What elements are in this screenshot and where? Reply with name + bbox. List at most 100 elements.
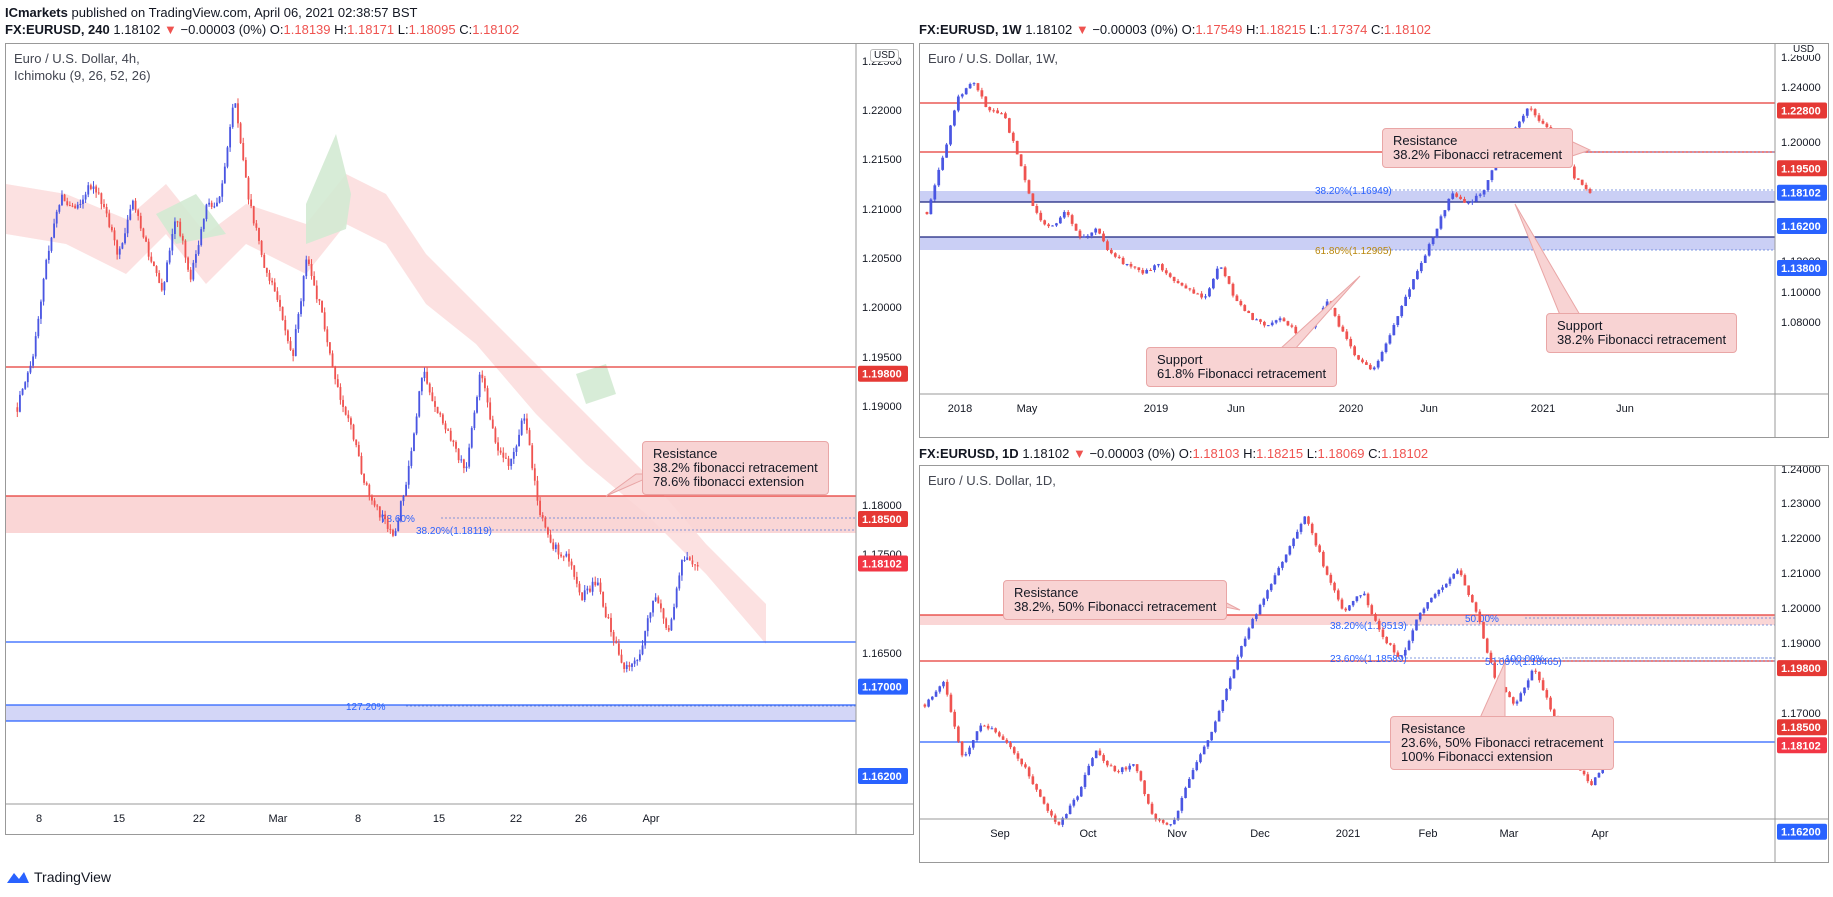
chart-4h-svg[interactable]: 78.60%38.20%(1.18119)127.20%1.225001.220… bbox=[6, 44, 913, 834]
candle-body bbox=[436, 406, 439, 414]
candle-body bbox=[87, 185, 90, 195]
ichimoku-indicator-label[interactable]: Ichimoku (9, 26, 52, 26) bbox=[14, 68, 151, 83]
candle-body bbox=[1031, 193, 1035, 207]
x-tick-label: 26 bbox=[575, 813, 587, 825]
change-label: −0.00003 (0%) bbox=[1092, 22, 1178, 37]
candle-body bbox=[1262, 598, 1266, 605]
candle-body bbox=[494, 428, 497, 443]
candle-body bbox=[1593, 777, 1597, 786]
candle-body bbox=[247, 177, 250, 200]
candle-body bbox=[37, 318, 40, 337]
down-arrow-icon: ▼ bbox=[1072, 446, 1086, 461]
candle-body bbox=[1102, 755, 1105, 761]
candle-body bbox=[323, 312, 326, 330]
fib-label: 50.00% bbox=[1465, 614, 1499, 625]
candle-body bbox=[1366, 593, 1370, 606]
chart-1d-panel[interactable]: 38.20%(1.19513) 50.00% 23.60%(1.18589) 100.… bbox=[919, 465, 1829, 863]
candle-body bbox=[68, 205, 71, 207]
candle-body bbox=[1441, 587, 1444, 590]
candle-body bbox=[1243, 305, 1247, 311]
candle-body bbox=[1200, 293, 1203, 298]
chart-1w-svg[interactable]: 38.20%(1.19530)38.20%(1.16949)61.80%(1.1… bbox=[920, 44, 1828, 437]
candle-body bbox=[1168, 273, 1172, 277]
x-tick-label: Feb bbox=[1419, 828, 1438, 840]
candle-body bbox=[413, 433, 415, 452]
candle-body bbox=[1137, 267, 1141, 271]
chart-4h-panel[interactable]: 78.60%38.20%(1.18119)127.20%1.225001.220… bbox=[5, 43, 914, 835]
candle-body bbox=[636, 660, 639, 662]
candle-body bbox=[1035, 206, 1039, 213]
candle-body bbox=[1090, 232, 1094, 236]
candle-body bbox=[1537, 115, 1541, 121]
candle-body bbox=[1408, 289, 1411, 297]
candle-body bbox=[1076, 796, 1079, 800]
candle-body bbox=[231, 107, 234, 128]
candle-body bbox=[1232, 669, 1236, 679]
candle-body bbox=[1529, 108, 1533, 110]
ichimoku-cloud-green bbox=[156, 194, 226, 244]
candle-body bbox=[1365, 362, 1368, 365]
candle-body bbox=[541, 515, 544, 518]
price-level-tag-label: 1.19800 bbox=[1781, 663, 1821, 675]
chart-1w-panel[interactable]: 38.20%(1.19530)38.20%(1.16949)61.80%(1.1… bbox=[919, 43, 1829, 438]
candle-body bbox=[562, 556, 565, 558]
callout-line: Resistance bbox=[1401, 721, 1466, 736]
tradingview-logo[interactable]: TradingView bbox=[6, 869, 111, 885]
candle-body bbox=[460, 459, 463, 461]
candle-body bbox=[305, 259, 308, 277]
candle-body bbox=[1580, 179, 1584, 185]
candle-body bbox=[971, 740, 975, 748]
candle-body bbox=[1128, 765, 1132, 770]
publisher-line: ICmarkets published on TradingView.com, … bbox=[5, 5, 417, 20]
candle-body bbox=[71, 205, 74, 207]
candle-body bbox=[1133, 266, 1137, 268]
chart-1d-svg[interactable]: 38.20%(1.19513) 50.00% 23.60%(1.18589) 100.… bbox=[920, 466, 1828, 862]
candle-body bbox=[649, 612, 652, 619]
candle-body bbox=[131, 200, 134, 210]
change-label: −0.00003 (0%) bbox=[180, 22, 267, 37]
candle-body bbox=[1411, 630, 1415, 641]
ichimoku-cloud-red bbox=[6, 174, 766, 644]
price-level-tag-label: 1.16200 bbox=[1781, 221, 1821, 233]
zone-band bbox=[920, 237, 1775, 250]
candle-body bbox=[40, 301, 42, 319]
candle-body bbox=[384, 514, 387, 520]
high-value: 1.18215 bbox=[1256, 446, 1304, 461]
candle-body bbox=[1263, 321, 1266, 326]
candle-body bbox=[244, 159, 247, 178]
candle-body bbox=[1258, 604, 1262, 615]
candle-body bbox=[984, 96, 988, 108]
candle-body bbox=[179, 221, 182, 236]
candle-body bbox=[1455, 193, 1459, 197]
currency-label[interactable]: USD bbox=[870, 49, 900, 62]
candle-body bbox=[617, 643, 620, 655]
zone-band bbox=[6, 496, 856, 533]
candle-body bbox=[1388, 335, 1392, 344]
high-key: H: bbox=[1245, 22, 1259, 37]
x-tick-label: Nov bbox=[1167, 828, 1187, 840]
candle-body bbox=[1024, 764, 1027, 768]
callout-line: 38.2% Fibonacci retracement bbox=[1557, 332, 1727, 347]
candle-body bbox=[675, 588, 678, 608]
y-tick-label: 1.20000 bbox=[1781, 137, 1821, 149]
candle-body bbox=[1153, 265, 1156, 271]
candle-body bbox=[1439, 216, 1443, 229]
candle-body bbox=[234, 103, 237, 108]
candle-body bbox=[55, 211, 58, 224]
candle-body bbox=[1588, 189, 1592, 193]
candle-body bbox=[365, 482, 368, 485]
candle-body bbox=[187, 257, 189, 270]
candle-body bbox=[681, 560, 683, 576]
candle-body bbox=[1277, 567, 1280, 576]
candle-body bbox=[990, 728, 994, 730]
candle-body bbox=[1176, 281, 1180, 283]
candle-body bbox=[1572, 166, 1576, 179]
candle-body bbox=[1336, 590, 1340, 600]
candle-body bbox=[949, 125, 952, 145]
candle-body bbox=[1016, 753, 1020, 759]
candle-body bbox=[1385, 636, 1388, 644]
candle-body bbox=[1062, 212, 1066, 218]
candle-body bbox=[1228, 678, 1232, 689]
fib-label: 23.60%(1.18589) bbox=[1330, 654, 1407, 665]
candle-body bbox=[158, 272, 161, 283]
